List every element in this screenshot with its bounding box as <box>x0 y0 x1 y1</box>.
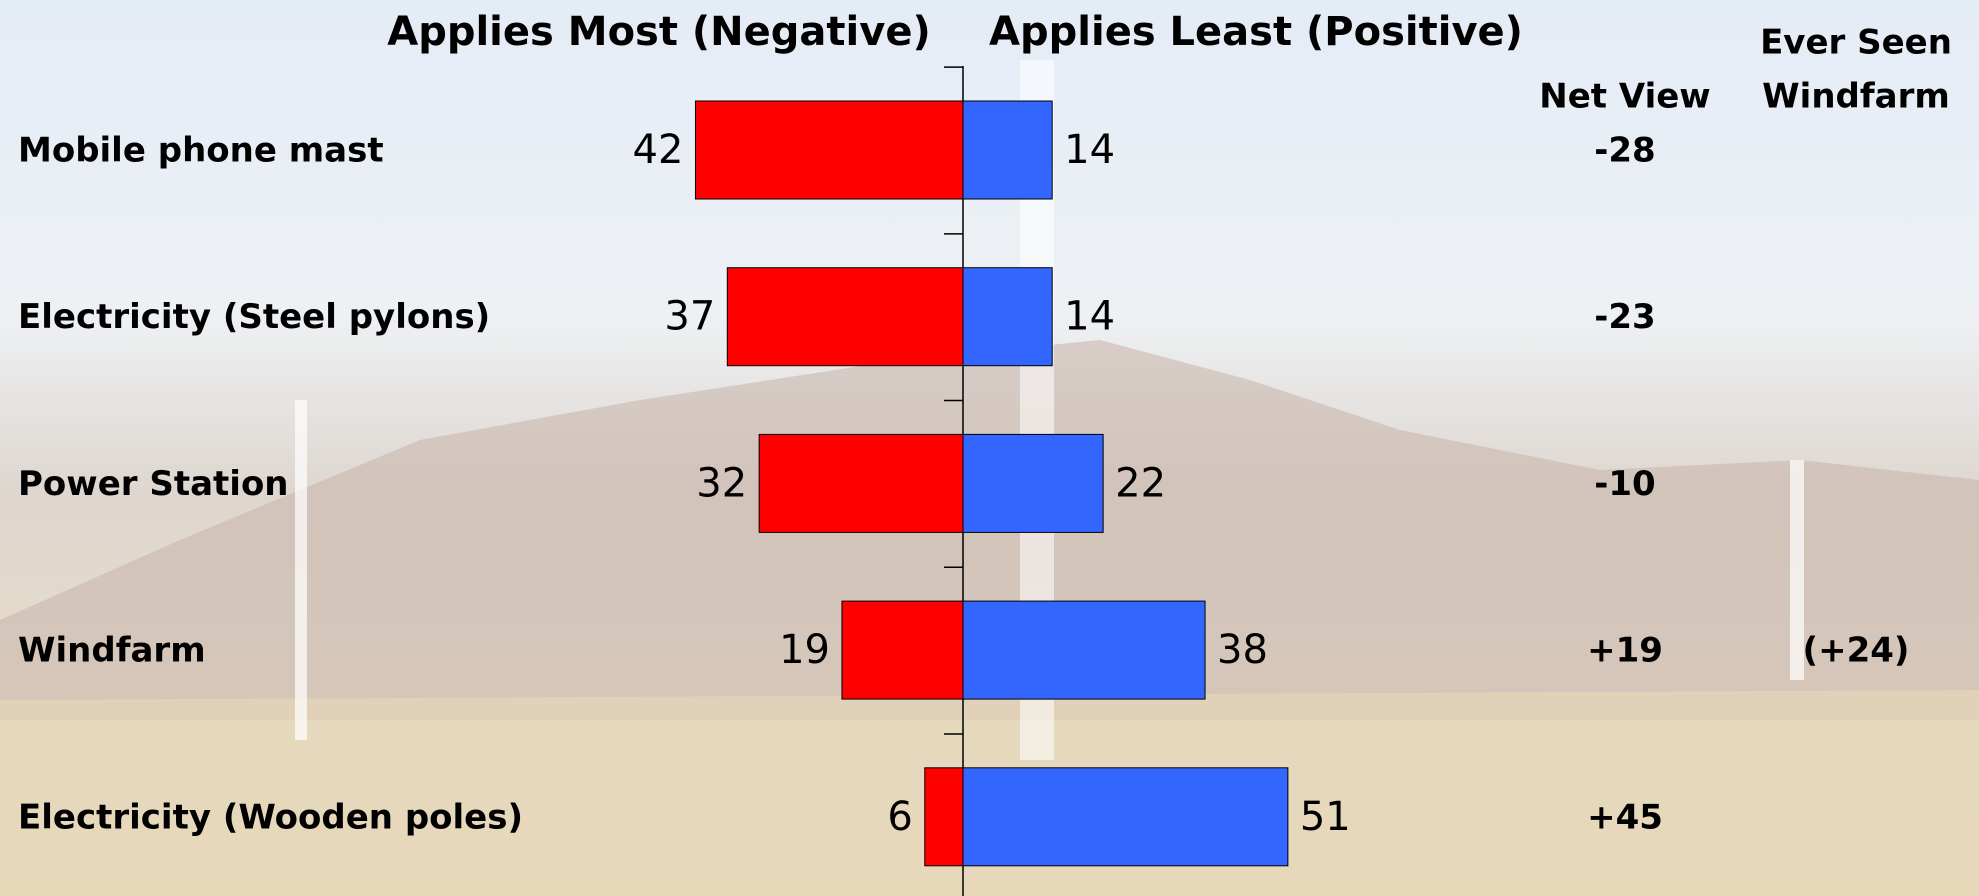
category-label: Power Station <box>18 464 289 504</box>
bar <box>694 100 964 200</box>
category-label: Windfarm <box>18 631 206 671</box>
column-header: Net View <box>1539 77 1710 117</box>
category-label: Mobile phone mast <box>18 131 384 171</box>
category-label: Electricity (Steel pylons) <box>18 297 490 337</box>
value-label: 14 <box>1064 127 1115 173</box>
bar <box>726 267 964 367</box>
bar <box>841 600 964 700</box>
value-label: 51 <box>1300 794 1351 840</box>
bar <box>962 100 1053 200</box>
value-label: 32 <box>696 460 747 506</box>
series-header: Applies Most (Negative) <box>387 9 930 55</box>
column-value: -10 <box>1594 464 1655 504</box>
bar <box>758 433 964 533</box>
column-header: Ever Seen <box>1760 23 1952 63</box>
category-label: Electricity (Wooden poles) <box>18 797 523 837</box>
bar <box>962 433 1104 533</box>
bar <box>962 767 1289 867</box>
series-header: Applies Least (Positive) <box>989 9 1523 55</box>
column-value: +19 <box>1587 631 1663 671</box>
value-label: 19 <box>779 627 830 673</box>
value-label: 6 <box>887 794 912 840</box>
column-value: +45 <box>1587 797 1663 837</box>
value-label: 22 <box>1115 460 1166 506</box>
column-header: Windfarm <box>1762 77 1950 117</box>
value-label: 37 <box>664 294 715 340</box>
column-value: -23 <box>1594 297 1655 337</box>
value-label: 42 <box>633 127 684 173</box>
bar <box>924 767 964 867</box>
bar <box>962 267 1053 367</box>
column-value: (+24) <box>1803 631 1910 671</box>
column-value: -28 <box>1594 131 1655 171</box>
value-label: 14 <box>1064 294 1115 340</box>
value-label: 38 <box>1217 627 1268 673</box>
bar <box>962 600 1206 700</box>
